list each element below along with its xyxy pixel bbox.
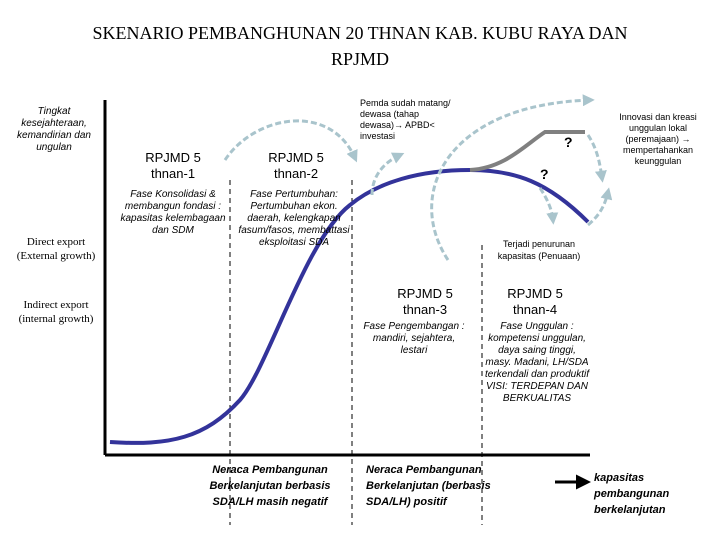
y-axis-label-bottom: Indirect export (internal growth) bbox=[18, 299, 94, 325]
mature-annotation: Pemda sudah matang/ dewasa (tahap dewasa… bbox=[360, 98, 451, 141]
question-mark-upper: ? bbox=[564, 134, 573, 150]
arrow-decline-pointer bbox=[587, 187, 613, 227]
question-mark-lower: ? bbox=[540, 166, 549, 182]
x-axis-label: kapasitas pembangunan berkelanjutan bbox=[594, 472, 670, 516]
arrow-to-decline bbox=[538, 187, 559, 225]
stage-3-title: RPJMD 5 thnan-3 bbox=[397, 286, 453, 317]
stage-4-desc: Fase Unggulan : kompetensi unggulan, day… bbox=[485, 321, 589, 404]
arrow-innovation-pointer bbox=[586, 134, 607, 183]
negative-balance-label: Neraca Pembangunan Berkelanjutan berbasi… bbox=[209, 464, 331, 508]
innovation-branch-line bbox=[469, 130, 585, 172]
stage-2-desc: Fase Pertumbuhan: Pertumbuhan ekon. daer… bbox=[238, 189, 350, 248]
y-axis-label-middle: Direct export (External growth) bbox=[16, 236, 96, 262]
decline-annotation: Terjadi penurunan kapasitas (Penuaan) bbox=[497, 239, 581, 261]
innovation-annotation: Innovasi dan kreasi unggulan lokal (pere… bbox=[619, 112, 697, 166]
title-line-1: SKENARIO PEMBANGHUNAN 20 THNAN KAB. KUBU… bbox=[92, 23, 628, 43]
stage-2-title: RPJMD 5 thnan-2 bbox=[268, 150, 324, 181]
stage-4-title: RPJMD 5 thnan-4 bbox=[507, 286, 563, 317]
stage-1-title: RPJMD 5 thnan-1 bbox=[145, 150, 201, 181]
stage-1-desc: Fase Konsolidasi & membangun fondasi : k… bbox=[120, 189, 226, 236]
page-title: SKENARIO PEMBANGHUNAN 20 THNAN KAB. KUBU… bbox=[20, 20, 700, 72]
title-line-2: RPJMD bbox=[330, 49, 390, 69]
arrow-innovation-loop bbox=[430, 94, 595, 261]
y-axis-label-top: Tingkat kesejahteraan, kemandirian dan u… bbox=[17, 106, 91, 153]
stage-3-desc: Fase Pengembangan : mandiri, sejahtera, … bbox=[363, 321, 465, 356]
arrow-to-mature bbox=[370, 152, 405, 196]
arrow-early-loop bbox=[223, 119, 358, 163]
positive-balance-label: Neraca Pembangunan Berkelanjutan (berbas… bbox=[366, 464, 491, 508]
development-s-curve bbox=[109, 167, 590, 445]
